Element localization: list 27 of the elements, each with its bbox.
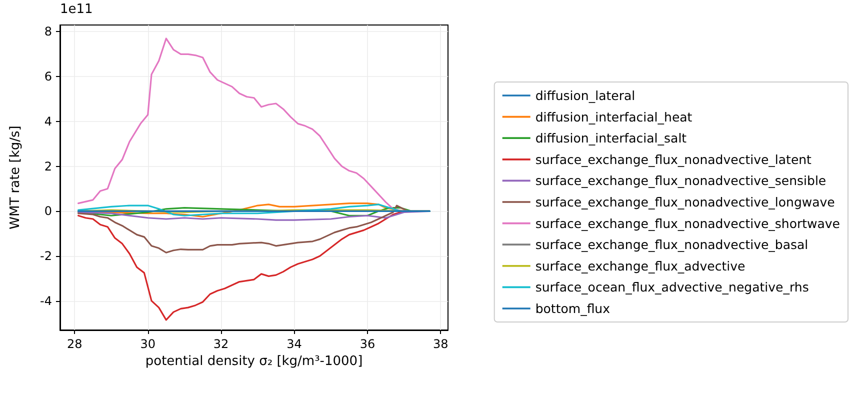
legend-label: surface_exchange_flux_nonadvective_latent — [535, 152, 812, 167]
y-tick-label: 6 — [44, 70, 52, 84]
x-tick-label: 34 — [286, 337, 302, 351]
text: 1e11 — [60, 2, 93, 17]
y-tick-label: 0 — [44, 204, 52, 218]
y-tick-label: 2 — [44, 159, 52, 174]
y-tick-label: 8 — [44, 24, 52, 39]
legend-label: surface_exchange_flux_nonadvective_shortwave — [535, 216, 840, 231]
legend-label: surface_exchange_flux_nonadvective_sensible — [535, 173, 826, 188]
legend-label: diffusion_lateral — [535, 88, 636, 103]
legend-label: diffusion_interfacial_heat — [535, 109, 692, 124]
x-axis-title: potential density σ₂ [kg/m³-1000] — [145, 354, 363, 369]
x-tick-label: 30 — [140, 337, 156, 351]
legend-label: surface_exchange_flux_nonadvective_basal — [535, 237, 808, 252]
legend-label: surface_exchange_flux_nonadvective_longwave — [535, 194, 836, 210]
y-tick-label: 4 — [44, 114, 52, 128]
legend-label: bottom_flux — [535, 301, 610, 316]
x-tick-label: 38 — [433, 337, 448, 351]
y-tick-label: -4 — [40, 294, 52, 308]
legend-label: diffusion_interfacial_salt — [535, 130, 687, 146]
x-tick-label: 32 — [213, 337, 229, 351]
x-tick-label: 36 — [360, 337, 376, 351]
x-tick-label: 28 — [67, 337, 82, 351]
legend-label: surface_exchange_flux_advective — [535, 258, 746, 274]
y-axis-title: WMT rate [kg/s] — [8, 126, 23, 230]
y-tick-label: -2 — [40, 248, 52, 263]
legend-label: surface_ocean_flux_advective_negative_rhs — [535, 280, 809, 295]
